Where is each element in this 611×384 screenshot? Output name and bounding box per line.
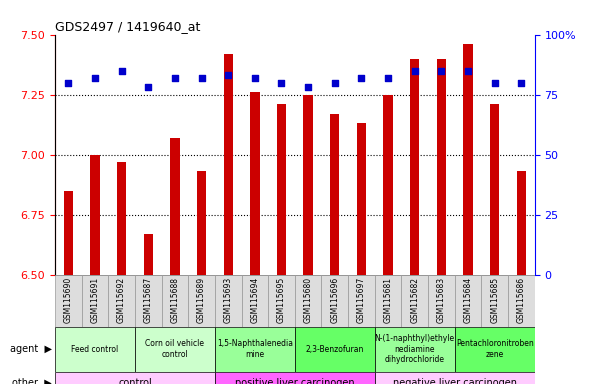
- Point: [250, 75, 260, 81]
- Bar: [348, 275, 375, 326]
- Bar: [55, 275, 82, 326]
- Bar: [108, 275, 135, 326]
- Text: other  ▶: other ▶: [12, 377, 52, 384]
- Bar: [215, 326, 295, 372]
- Bar: [508, 275, 535, 326]
- Bar: [117, 162, 126, 275]
- Bar: [490, 104, 499, 275]
- Text: GSM115680: GSM115680: [304, 277, 313, 323]
- Text: GSM115697: GSM115697: [357, 277, 366, 323]
- Bar: [135, 275, 161, 326]
- Text: GSM115688: GSM115688: [170, 277, 180, 323]
- Bar: [455, 326, 535, 372]
- Point: [410, 68, 420, 74]
- Bar: [375, 275, 401, 326]
- Bar: [215, 275, 241, 326]
- Bar: [268, 275, 295, 326]
- Point: [197, 75, 207, 81]
- Point: [516, 79, 526, 86]
- Bar: [481, 275, 508, 326]
- Bar: [375, 372, 535, 384]
- Bar: [55, 326, 135, 372]
- Bar: [463, 44, 473, 275]
- Point: [383, 75, 393, 81]
- Bar: [90, 155, 100, 275]
- Point: [303, 84, 313, 91]
- Point: [463, 68, 473, 74]
- Bar: [144, 234, 153, 275]
- Bar: [517, 171, 526, 275]
- Bar: [64, 190, 73, 275]
- Text: control: control: [118, 377, 152, 384]
- Text: GSM115685: GSM115685: [490, 277, 499, 323]
- Bar: [384, 94, 393, 275]
- Bar: [197, 171, 206, 275]
- Bar: [161, 275, 188, 326]
- Text: negative liver carcinogen: negative liver carcinogen: [393, 377, 517, 384]
- Point: [277, 79, 287, 86]
- Point: [330, 79, 340, 86]
- Bar: [170, 138, 180, 275]
- Text: GSM115682: GSM115682: [410, 277, 419, 323]
- Text: N-(1-naphthyl)ethyle
nediamine
dihydrochloride: N-(1-naphthyl)ethyle nediamine dihydroch…: [375, 334, 455, 364]
- Text: GSM115694: GSM115694: [251, 277, 259, 323]
- Bar: [375, 326, 455, 372]
- Point: [64, 79, 73, 86]
- Bar: [330, 114, 340, 275]
- Bar: [277, 104, 286, 275]
- Bar: [241, 275, 268, 326]
- Text: GSM115684: GSM115684: [464, 277, 472, 323]
- Text: GSM115687: GSM115687: [144, 277, 153, 323]
- Bar: [410, 58, 419, 275]
- Text: GSM115691: GSM115691: [90, 277, 100, 323]
- Bar: [428, 275, 455, 326]
- Point: [90, 75, 100, 81]
- Bar: [82, 275, 108, 326]
- Bar: [437, 58, 446, 275]
- Text: Pentachloronitroben
zene: Pentachloronitroben zene: [456, 339, 533, 359]
- Text: GSM115692: GSM115692: [117, 277, 126, 323]
- Bar: [224, 54, 233, 275]
- Text: agent  ▶: agent ▶: [10, 344, 52, 354]
- Bar: [135, 326, 215, 372]
- Text: GSM115696: GSM115696: [331, 277, 339, 323]
- Text: GSM115686: GSM115686: [517, 277, 526, 323]
- Bar: [304, 94, 313, 275]
- Bar: [401, 275, 428, 326]
- Text: GSM115690: GSM115690: [64, 277, 73, 323]
- Bar: [357, 123, 366, 275]
- Point: [144, 84, 153, 91]
- Text: GSM115681: GSM115681: [384, 277, 393, 323]
- Point: [357, 75, 367, 81]
- Point: [117, 68, 126, 74]
- Bar: [321, 275, 348, 326]
- Text: GDS2497 / 1419640_at: GDS2497 / 1419640_at: [55, 20, 200, 33]
- Point: [436, 68, 446, 74]
- Bar: [295, 275, 321, 326]
- Bar: [250, 92, 260, 275]
- Text: Corn oil vehicle
control: Corn oil vehicle control: [145, 339, 205, 359]
- Text: GSM115689: GSM115689: [197, 277, 206, 323]
- Text: GSM115693: GSM115693: [224, 277, 233, 323]
- Point: [170, 75, 180, 81]
- Bar: [215, 372, 375, 384]
- Point: [223, 72, 233, 78]
- Bar: [188, 275, 215, 326]
- Bar: [55, 372, 215, 384]
- Point: [490, 79, 500, 86]
- Text: GSM115683: GSM115683: [437, 277, 446, 323]
- Text: positive liver carcinogen: positive liver carcinogen: [235, 377, 354, 384]
- Text: Feed control: Feed control: [71, 344, 119, 354]
- Text: GSM115695: GSM115695: [277, 277, 286, 323]
- Bar: [295, 326, 375, 372]
- Text: 1,5-Naphthalenedia
mine: 1,5-Naphthalenedia mine: [217, 339, 293, 359]
- Bar: [455, 275, 481, 326]
- Text: 2,3-Benzofuran: 2,3-Benzofuran: [306, 344, 364, 354]
